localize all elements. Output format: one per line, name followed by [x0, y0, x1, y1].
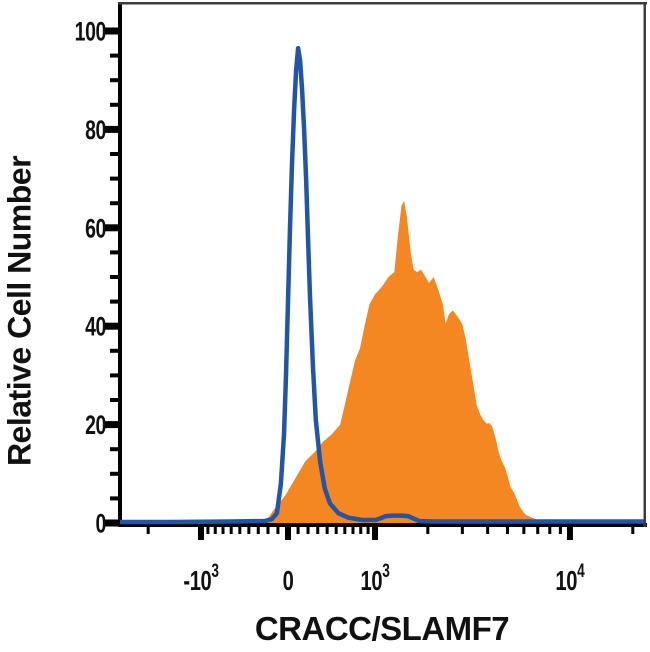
x-minor-tick	[306, 527, 310, 534]
y-major-tick	[104, 224, 120, 232]
y-tick-label: 100	[75, 16, 107, 46]
x-major-tick	[566, 527, 573, 540]
x-minor-tick	[506, 527, 510, 534]
x-tick-label: 103	[361, 560, 390, 597]
y-minor-tick	[110, 201, 120, 206]
y-minor-tick	[110, 176, 120, 181]
orange-filled-histogram	[262, 200, 574, 523]
x-minor-tick	[366, 527, 370, 534]
y-major-tick	[104, 27, 120, 35]
x-minor-tick	[351, 527, 355, 534]
x-minor-tick	[325, 527, 329, 534]
x-minor-tick	[266, 527, 270, 534]
y-minor-tick	[110, 78, 120, 83]
x-minor-tick	[256, 527, 260, 534]
x-tick-label: 0	[283, 566, 294, 597]
x-minor-tick	[206, 527, 210, 534]
x-minor-tick	[334, 527, 338, 534]
y-tick-label: 0	[96, 508, 107, 538]
y-minor-tick	[110, 398, 120, 402]
x-tick-label: 104	[555, 560, 585, 597]
x-minor-tick	[296, 527, 300, 534]
x-minor-tick	[316, 527, 320, 534]
blue-open-histogram	[117, 45, 646, 525]
x-major-tick	[285, 527, 291, 540]
y-major-tick	[104, 519, 120, 527]
y-tick-label: 20	[85, 410, 106, 440]
y-minor-tick	[110, 250, 120, 255]
y-minor-tick	[110, 471, 120, 476]
plot-frame-right	[643, 2, 646, 527]
x-minor-tick	[229, 527, 233, 534]
x-minor-tick	[238, 527, 242, 534]
x-axis-title: CRACC/SLAMF7	[254, 610, 510, 647]
y-axis-title: Relative Cell Number	[1, 155, 38, 467]
x-minor-tick	[247, 527, 251, 534]
y-axis-line	[118, 3, 122, 527]
x-minor-tick	[558, 527, 562, 534]
x-minor-tick	[213, 527, 217, 534]
y-minor-tick	[110, 299, 120, 304]
y-tick-label: 80	[85, 115, 106, 145]
y-minor-tick	[110, 348, 120, 353]
plot-frame-top	[118, 2, 647, 5]
y-minor-tick	[110, 496, 120, 501]
y-major-tick	[104, 125, 120, 133]
y-major-tick	[104, 322, 120, 330]
y-minor-tick	[110, 53, 120, 58]
y-tick-label: 60	[85, 213, 106, 243]
y-minor-tick	[110, 447, 120, 452]
y-minor-tick	[110, 102, 120, 107]
y-minor-tick	[110, 152, 120, 156]
x-minor-tick	[522, 527, 526, 534]
x-minor-tick	[486, 527, 490, 534]
x-minor-tick	[359, 527, 363, 534]
x-minor-tick	[276, 527, 280, 534]
x-minor-tick	[146, 527, 150, 534]
y-major-tick	[104, 421, 120, 429]
x-minor-tick	[221, 527, 225, 534]
x-tick-label: -103	[183, 560, 218, 597]
x-major-tick	[372, 527, 379, 540]
y-minor-tick	[110, 275, 120, 279]
x-minor-tick	[460, 527, 464, 534]
x-minor-tick	[631, 527, 635, 534]
x-minor-tick	[536, 527, 540, 534]
x-major-tick	[197, 527, 204, 540]
x-axis-line	[118, 523, 647, 527]
x-minor-tick	[426, 527, 430, 534]
x-minor-tick	[548, 527, 552, 534]
x-minor-tick	[343, 527, 347, 534]
y-tick-label: 40	[85, 312, 106, 342]
y-minor-tick	[110, 373, 120, 378]
